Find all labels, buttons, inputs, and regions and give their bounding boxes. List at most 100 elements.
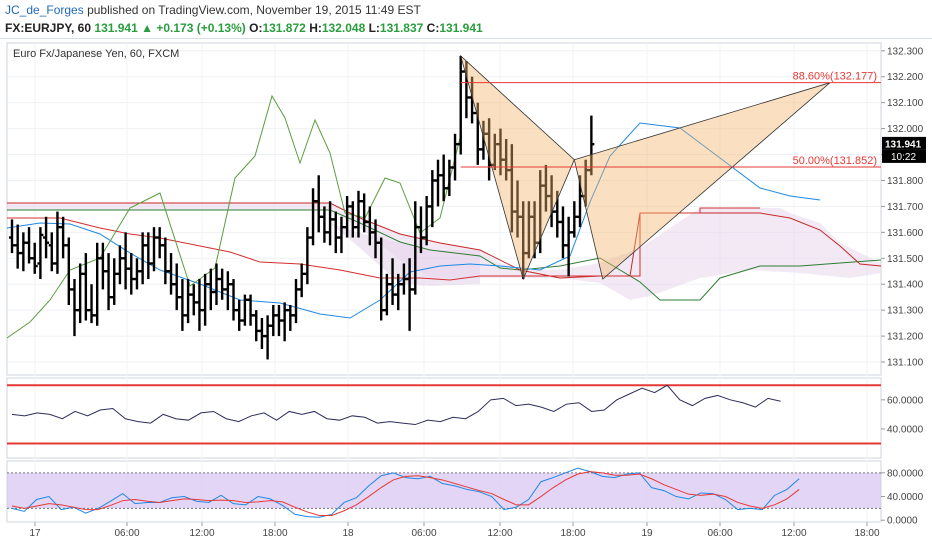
ohlc-bar	[315, 175, 322, 233]
ohlc-bar	[293, 279, 299, 324]
ohlc-bar	[54, 211, 61, 274]
published-text: published on TradingView.com, November 1…	[87, 3, 421, 17]
time-tick-label: 06:00	[114, 528, 139, 539]
price-tick-label: 131.500	[887, 254, 924, 265]
ohlc-bar	[508, 144, 515, 233]
ohlc-bar	[20, 232, 27, 272]
ohlc-bar	[230, 279, 237, 321]
ohlc-bar	[173, 263, 180, 311]
ohlc-bar	[503, 138, 510, 181]
author-link[interactable]: JC_de_Forges	[5, 3, 84, 17]
conversion-line	[6, 122, 821, 319]
ohlc-bar	[60, 216, 67, 259]
ohlc-bar	[77, 263, 84, 324]
ohlc-bar	[417, 206, 424, 254]
rsi-panel	[6, 377, 882, 459]
ohlc-bar	[372, 219, 379, 259]
open-label: O:	[249, 21, 263, 35]
ohlc-bar	[395, 273, 402, 311]
ohlc-bar	[9, 219, 15, 254]
quote-line: FX:EURJPY, 60 131.941 ▲ +0.173 (+0.13%) …	[5, 21, 483, 35]
ohlc-bar	[389, 258, 396, 305]
ohlc-bar	[37, 227, 44, 280]
time-tick-label: 06:00	[707, 528, 732, 539]
stoch-tick-label: 40.0000	[887, 492, 924, 503]
ohlc-bar	[321, 206, 328, 243]
ohlc-bar	[264, 315, 271, 360]
time-tick-label: 19	[641, 528, 653, 539]
price-tick-label: 131.200	[887, 332, 924, 343]
ohlc-bar	[423, 196, 430, 246]
price-tick-label: 131.100	[887, 358, 924, 369]
ohlc-bar	[253, 310, 260, 342]
time-tick-label: 12:00	[781, 528, 806, 539]
ohlc-bar	[588, 115, 595, 176]
time-tick-label: 17	[29, 528, 41, 539]
stoch-tick-label: 80.0000	[887, 468, 924, 479]
ohlc-bar	[571, 201, 578, 238]
ohlc-bar	[514, 180, 521, 238]
ohlc-bar	[162, 237, 169, 285]
ohlc-bar	[224, 271, 231, 311]
pattern-triangle-right	[573, 82, 831, 280]
close-value: 131.941	[439, 21, 483, 35]
rsi-tick-label: 60.0000	[887, 395, 924, 406]
ohlc-bar	[43, 216, 50, 259]
ohlc-bar	[116, 245, 123, 285]
time-tag-label: 10:22	[891, 152, 916, 163]
fib-level-label: 88.60%(132.177)	[793, 71, 877, 83]
ohlc-bar	[304, 227, 311, 285]
ohlc-bar	[366, 206, 373, 246]
close-label: C:	[426, 21, 440, 35]
ohlc-bar	[281, 302, 288, 342]
price-chart[interactable]: 132.300132.200132.100132.000131.900131.8…	[0, 38, 932, 550]
ohlc-bar	[65, 237, 72, 305]
ohlc-bar	[491, 133, 498, 171]
ohlc-bar	[213, 263, 220, 305]
ohlc-bar	[241, 294, 248, 326]
symbol-label: FX:EURJPY, 60	[5, 21, 92, 35]
ohlc-bar	[344, 196, 351, 238]
ohlc-bar	[474, 102, 481, 165]
ohlc-bar	[497, 128, 504, 176]
ohlc-bar	[82, 253, 89, 321]
stoch-k-line	[11, 467, 800, 518]
price-tick-label: 132.000	[887, 124, 924, 135]
time-tick-label: 18:00	[560, 528, 585, 539]
time-tick-label: 18:00	[262, 528, 287, 539]
ohlc-bar	[446, 159, 453, 197]
ohlc-bar	[349, 201, 356, 238]
ohlc-bar	[94, 242, 101, 326]
price-tick-label: 131.800	[887, 176, 924, 187]
ohlc-bar	[310, 188, 317, 246]
fib-level-label: 50.00%(131.852)	[793, 155, 877, 167]
ohlc-bar	[185, 279, 192, 324]
rsi-line	[11, 384, 781, 426]
ohlc-bar	[531, 201, 538, 259]
ohlc-bar	[275, 304, 282, 337]
price-tick-label: 132.200	[887, 72, 924, 83]
ohlc-bar	[31, 242, 38, 274]
up-triangle-icon: ▲	[141, 21, 154, 35]
last-price-tag-label: 131.941	[885, 139, 922, 150]
stoch-tick-label: 0.0000	[887, 516, 918, 527]
ohlc-bar	[440, 154, 447, 202]
ohlc-bar	[525, 201, 532, 259]
stoch-d-line	[11, 471, 800, 516]
ohlc-bar	[327, 201, 334, 246]
price-tick-label: 131.600	[887, 228, 924, 239]
ohlc-bar	[378, 237, 385, 321]
chart-title: Euro Fx/Japanese Yen, 60, FXCM	[13, 48, 179, 60]
ohlc-bar	[168, 253, 175, 295]
ohlc-bar	[298, 263, 305, 298]
ohlc-bar	[429, 170, 436, 228]
ohlc-bar	[247, 294, 254, 326]
price-tick-label: 131.300	[887, 306, 924, 317]
ohlc-bar	[355, 190, 362, 238]
ohlc-bar	[26, 227, 33, 264]
ohlc-bar	[88, 284, 95, 324]
ohlc-bar	[480, 120, 487, 160]
ohlc-bar	[179, 279, 186, 331]
ohlc-bar	[383, 273, 390, 316]
ohlc-bar	[122, 232, 129, 290]
